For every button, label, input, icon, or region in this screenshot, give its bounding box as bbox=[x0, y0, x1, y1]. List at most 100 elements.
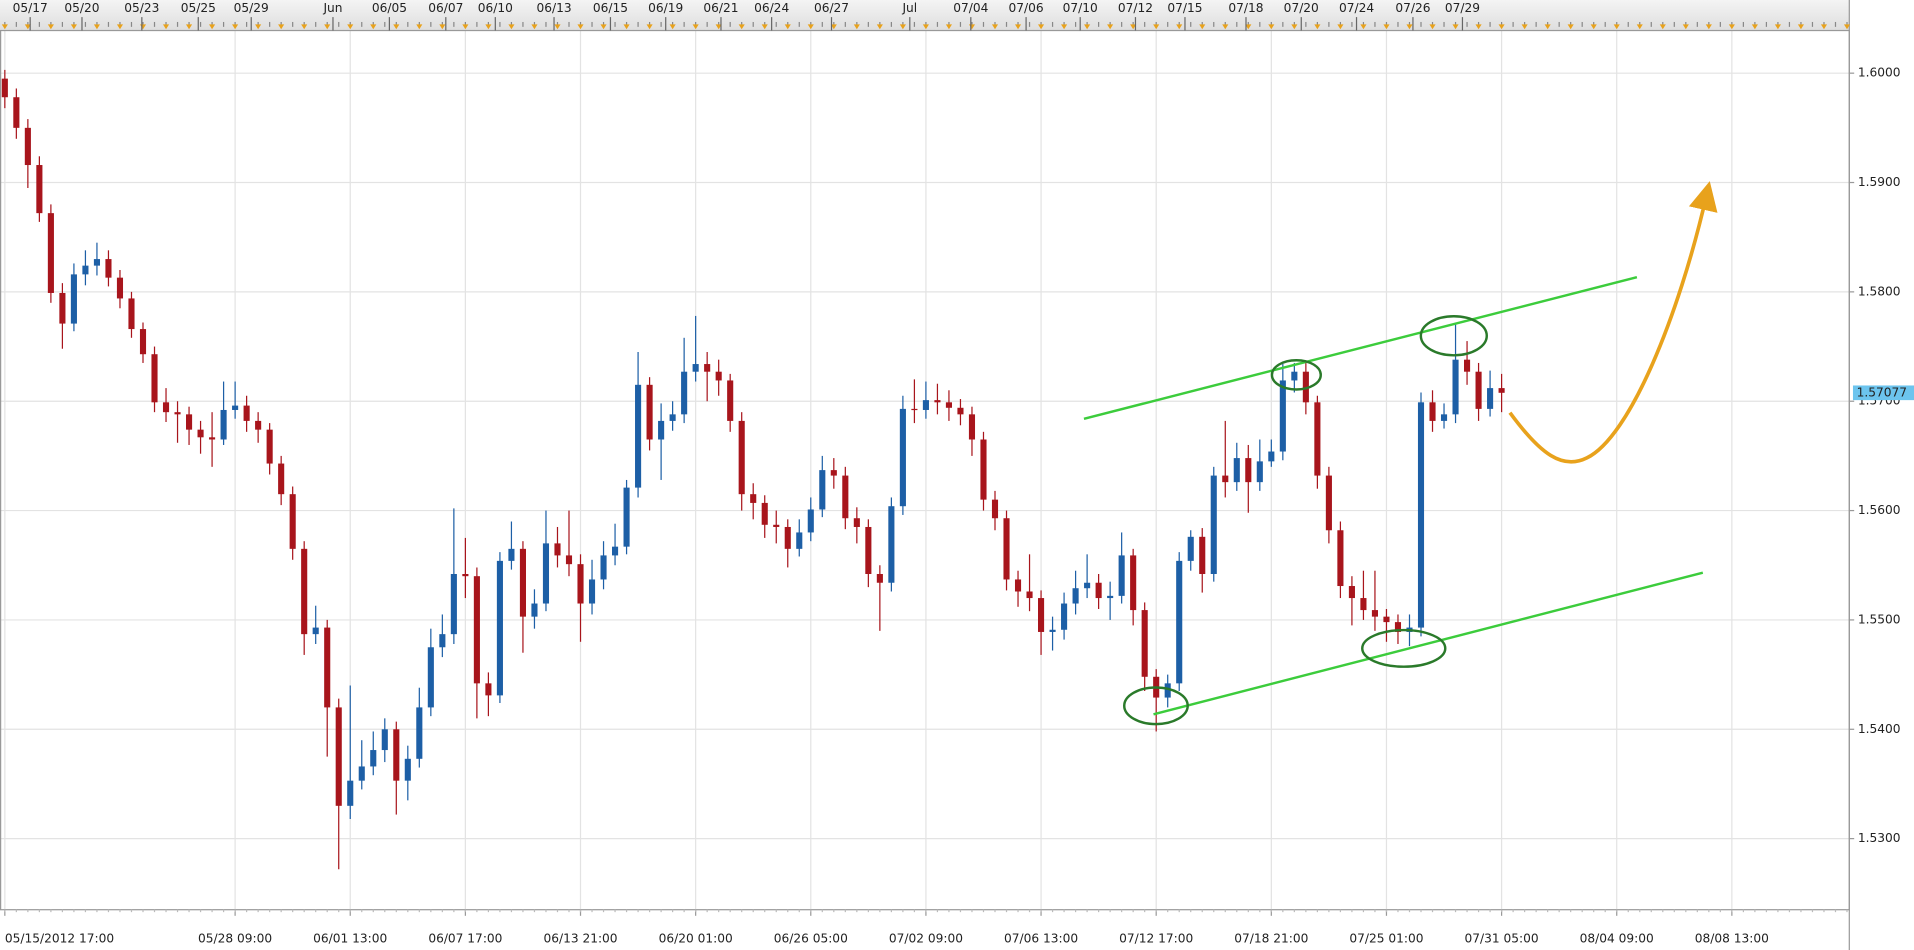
candle-body bbox=[715, 371, 722, 381]
top-tick-label: 05/29 bbox=[234, 1, 269, 15]
candle-body bbox=[1487, 388, 1494, 409]
candle-body bbox=[1302, 371, 1309, 403]
candle-body bbox=[577, 564, 584, 604]
x-tick-label: 08/04 09:00 bbox=[1580, 932, 1654, 946]
candle-body bbox=[358, 766, 365, 781]
candles bbox=[1, 69, 1505, 870]
highlight-ellipse bbox=[1270, 358, 1322, 391]
candle-body bbox=[853, 518, 860, 527]
event-marker bbox=[1521, 24, 1528, 30]
candle-body bbox=[335, 707, 342, 806]
candle-body bbox=[945, 402, 952, 408]
candle-body bbox=[174, 412, 181, 415]
event-marker bbox=[93, 24, 100, 30]
x-tick-label: 07/31 05:00 bbox=[1465, 932, 1539, 946]
top-tick-label: Jun bbox=[322, 1, 342, 15]
candle-body bbox=[312, 627, 319, 635]
y-tick-label: 1.5300 bbox=[1858, 831, 1901, 845]
top-tick-label: 07/12 bbox=[1118, 1, 1153, 15]
candle-body bbox=[1084, 582, 1091, 589]
event-marker bbox=[1038, 24, 1045, 30]
candle-body bbox=[220, 409, 227, 440]
candle-body bbox=[980, 439, 987, 500]
candle-body bbox=[1464, 359, 1471, 372]
candle-body bbox=[531, 603, 538, 617]
channel-lower-line bbox=[1153, 571, 1704, 716]
event-marker bbox=[1, 24, 8, 30]
event-marker bbox=[1383, 24, 1390, 30]
candle-body bbox=[1325, 475, 1332, 531]
event-marker bbox=[830, 24, 837, 30]
candle-body bbox=[1164, 683, 1171, 698]
event-marker bbox=[1107, 24, 1114, 30]
event-marker bbox=[1360, 24, 1367, 30]
candle-body bbox=[116, 277, 124, 299]
candle-body bbox=[324, 627, 331, 708]
candle-body bbox=[1348, 586, 1355, 599]
event-marker bbox=[692, 24, 699, 30]
candle-body bbox=[1026, 591, 1033, 599]
x-tick-label: 05/28 09:00 bbox=[198, 932, 272, 946]
candle-body bbox=[151, 354, 158, 403]
candle-body bbox=[1107, 595, 1114, 599]
candle-body bbox=[1222, 475, 1229, 483]
x-tick-label: 07/06 13:00 bbox=[1004, 932, 1078, 946]
candle-body bbox=[1187, 536, 1194, 561]
candle-body bbox=[1038, 598, 1045, 632]
event-marker bbox=[623, 24, 630, 30]
candle-body bbox=[796, 532, 803, 549]
event-marker bbox=[807, 24, 814, 30]
candle-body bbox=[243, 405, 250, 421]
candle-body bbox=[485, 683, 492, 696]
candle-body bbox=[278, 463, 285, 495]
y-tick-label: 1.5600 bbox=[1858, 503, 1901, 517]
candle-body bbox=[128, 298, 135, 330]
candle-body bbox=[1014, 579, 1022, 592]
candle-body bbox=[761, 502, 768, 525]
event-marker bbox=[1820, 24, 1828, 30]
candle-body bbox=[1337, 530, 1344, 587]
highlight-ellipse bbox=[1361, 628, 1447, 668]
top-tick-label: 06/05 bbox=[372, 1, 407, 15]
x-tick-label: 06/13 21:00 bbox=[543, 932, 617, 946]
top-tick-label: 06/07 bbox=[428, 1, 463, 15]
event-marker bbox=[1268, 24, 1275, 30]
x-tick-label: 06/20 01:00 bbox=[659, 932, 733, 946]
top-tick-label: 06/19 bbox=[648, 1, 683, 15]
event-marker bbox=[577, 24, 584, 30]
candle-body bbox=[1003, 518, 1010, 580]
candle-body bbox=[784, 526, 791, 549]
candle-body bbox=[1256, 461, 1263, 483]
event-marker bbox=[1084, 24, 1091, 30]
candle-body bbox=[427, 647, 434, 708]
candle-body bbox=[162, 402, 170, 413]
event-marker bbox=[1567, 24, 1574, 30]
top-tick-label: 07/15 bbox=[1167, 1, 1202, 15]
event-marker bbox=[1613, 24, 1620, 30]
candle-body bbox=[623, 487, 630, 547]
event-marker bbox=[416, 24, 423, 30]
event-marker bbox=[462, 24, 469, 30]
event-marker bbox=[738, 24, 745, 30]
y-tick-label: 1.5500 bbox=[1858, 612, 1901, 626]
event-marker bbox=[784, 24, 791, 30]
event-marker bbox=[1636, 24, 1643, 30]
candle-body bbox=[957, 407, 964, 415]
candle-body bbox=[876, 573, 883, 583]
candle-body bbox=[1210, 475, 1217, 574]
x-tick-label: 08/08 13:00 bbox=[1695, 932, 1769, 946]
top-tick-label: 06/15 bbox=[593, 1, 628, 15]
top-tick-label: 06/27 bbox=[814, 1, 849, 15]
candle-body bbox=[1233, 458, 1240, 483]
candle-body bbox=[1141, 610, 1148, 677]
top-tick-label: 06/13 bbox=[536, 1, 571, 15]
event-marker bbox=[1659, 24, 1666, 30]
event-marker bbox=[186, 24, 193, 30]
candle-body bbox=[1498, 388, 1505, 393]
top-tick-label: 05/20 bbox=[64, 1, 99, 15]
candle-body bbox=[922, 400, 929, 410]
event-marker bbox=[1291, 24, 1298, 30]
candle-body bbox=[681, 371, 688, 415]
event-marker bbox=[1337, 24, 1344, 30]
event-marker bbox=[876, 24, 883, 30]
